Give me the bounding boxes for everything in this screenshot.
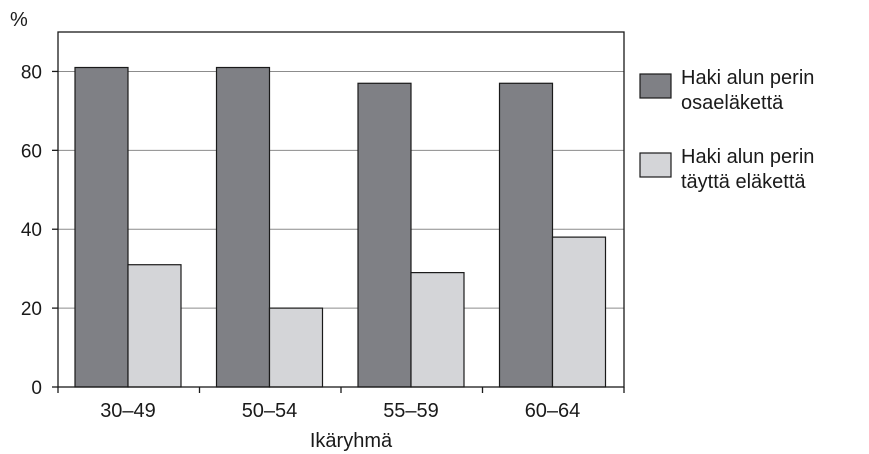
legend-label: osaeläkettä xyxy=(681,92,784,114)
x-tick-label: 30–49 xyxy=(100,400,156,422)
legend-label: Haki alun perin xyxy=(681,146,814,168)
y-tick-label: 0 xyxy=(31,378,42,399)
legend-swatch xyxy=(639,73,672,99)
bar-osaelake xyxy=(215,66,271,388)
legend-label: Haki alun perin xyxy=(681,67,814,89)
y-tick-label: 60 xyxy=(21,141,42,162)
x-tick-label: 50–54 xyxy=(242,400,298,422)
x-tick-label: 60–64 xyxy=(525,400,581,422)
y-tick-label: 40 xyxy=(21,220,42,241)
bars xyxy=(74,66,607,388)
legend-swatch xyxy=(639,152,672,178)
bar-osaelake xyxy=(357,82,412,388)
x-tick-label: 55–59 xyxy=(383,400,439,422)
legend-label: täyttä eläkettä xyxy=(681,171,806,193)
x-axis-ticks: 30–49 50–54 55–59 60–64 xyxy=(57,387,625,422)
y-axis-ticks: 0 20 40 60 80 xyxy=(21,62,58,399)
bar-osaelake xyxy=(74,66,129,388)
bar-taysi-elake xyxy=(410,272,465,388)
bar-taysi-elake xyxy=(268,307,324,388)
y-axis-label: % xyxy=(10,9,28,31)
y-tick-label: 80 xyxy=(21,62,42,83)
x-axis-label: Ikäryhmä xyxy=(310,430,393,452)
y-tick-label: 20 xyxy=(21,299,42,320)
bar-osaelake xyxy=(498,82,554,388)
legend: Haki alun perin osaeläkettä Haki alun peri… xyxy=(639,67,814,193)
bar-taysi-elake xyxy=(551,236,607,388)
bar-taysi-elake xyxy=(127,264,182,388)
